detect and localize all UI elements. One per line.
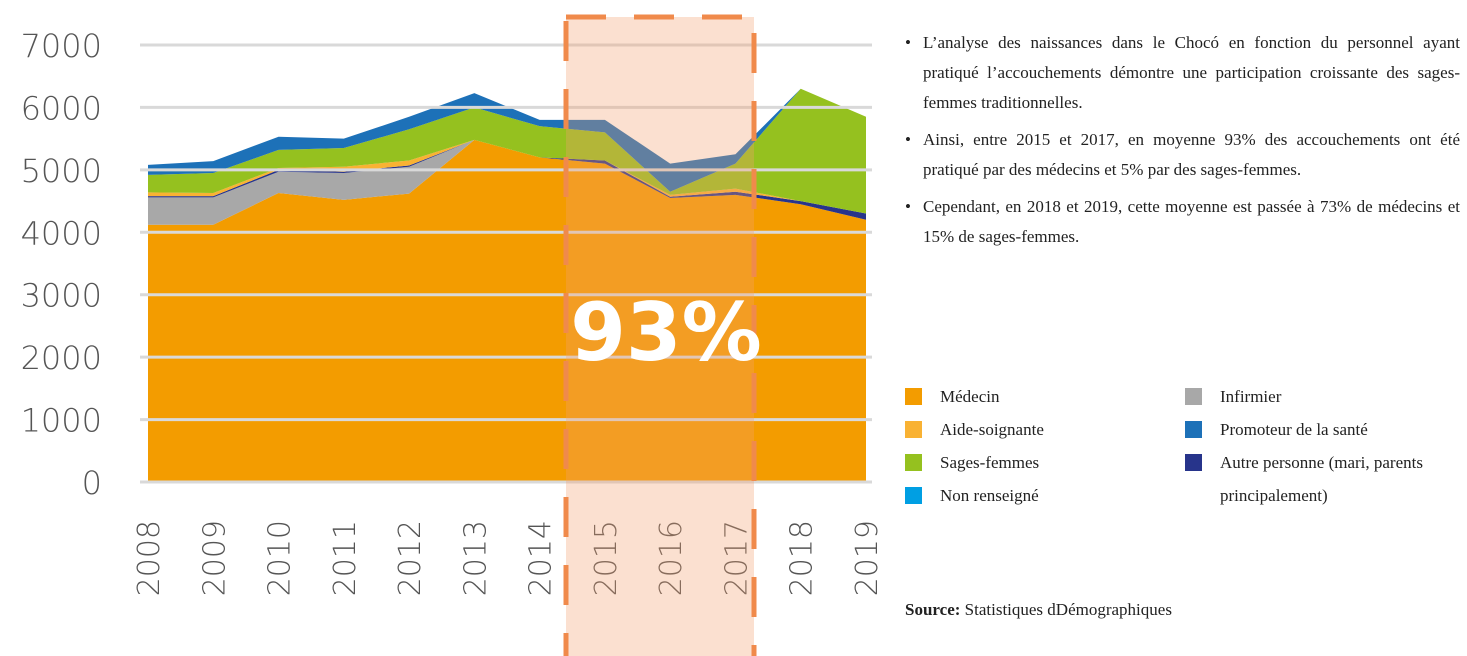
x-tick-label: 2010 xyxy=(263,520,298,596)
y-tick-label: 7000 xyxy=(21,27,102,65)
x-tick-label: 2013 xyxy=(458,520,493,596)
x-tick-label: 2016 xyxy=(654,520,689,596)
legend-label: Non renseigné xyxy=(940,486,1039,505)
highlight xyxy=(563,14,757,656)
legend-swatch xyxy=(905,421,922,438)
legend-swatch xyxy=(905,454,922,471)
source-text: Statistiques dDémographiques xyxy=(964,600,1172,619)
legend-label: Aide-soignante xyxy=(940,420,1044,439)
x-tick-label: 2014 xyxy=(524,520,559,596)
legend-label: Infirmier xyxy=(1220,387,1282,406)
x-tick-label: 2012 xyxy=(393,520,428,596)
x-tick-label: 2015 xyxy=(589,520,624,596)
legend-label: Promoteur de la santé xyxy=(1220,420,1368,439)
y-tick-label: 2000 xyxy=(21,339,102,377)
y-tick-label: 3000 xyxy=(21,277,102,315)
legend-swatch xyxy=(1185,388,1202,405)
y-tick-label: 1000 xyxy=(21,402,102,440)
y-tick-label: 0 xyxy=(82,464,102,502)
legend-swatch xyxy=(905,487,922,504)
y-tick-label: 6000 xyxy=(21,89,102,127)
legend-label: Sages-femmes xyxy=(940,453,1040,472)
source-label: Source: xyxy=(905,600,961,619)
area xyxy=(148,139,866,214)
source: Source: Statistiques dDémographiques xyxy=(905,600,1172,620)
area xyxy=(148,139,866,483)
y-tick-label: 5000 xyxy=(21,152,102,190)
legend-label: Autre personne (mari, parents principale… xyxy=(1220,453,1423,505)
legend-label: Médecin xyxy=(940,387,1000,406)
y-tick-label: 4000 xyxy=(21,214,102,252)
note: L’analyse des naissances dans le Chocó e… xyxy=(905,28,1460,118)
legend-swatch xyxy=(905,388,922,405)
x-tick-label: 2018 xyxy=(785,520,820,596)
area xyxy=(148,139,866,225)
area xyxy=(148,88,866,192)
x-tick-label: 2019 xyxy=(850,520,885,596)
note: Cependant, en 2018 et 2019, cette moyenn… xyxy=(905,192,1460,252)
note: Ainsi, entre 2015 et 2017, en moyenne 93… xyxy=(905,125,1460,185)
annotation: 93% xyxy=(570,286,761,379)
x-tick-label: 2017 xyxy=(719,520,754,596)
legend-swatch xyxy=(1185,421,1202,438)
x-tick-label: 2011 xyxy=(328,520,363,596)
x-tick-label: 2008 xyxy=(132,520,167,596)
x-tick-label: 2009 xyxy=(197,520,232,596)
notes: L’analyse des naissances dans le Chocó e… xyxy=(905,28,1460,259)
area xyxy=(148,88,866,214)
legend-swatch xyxy=(1185,454,1202,471)
